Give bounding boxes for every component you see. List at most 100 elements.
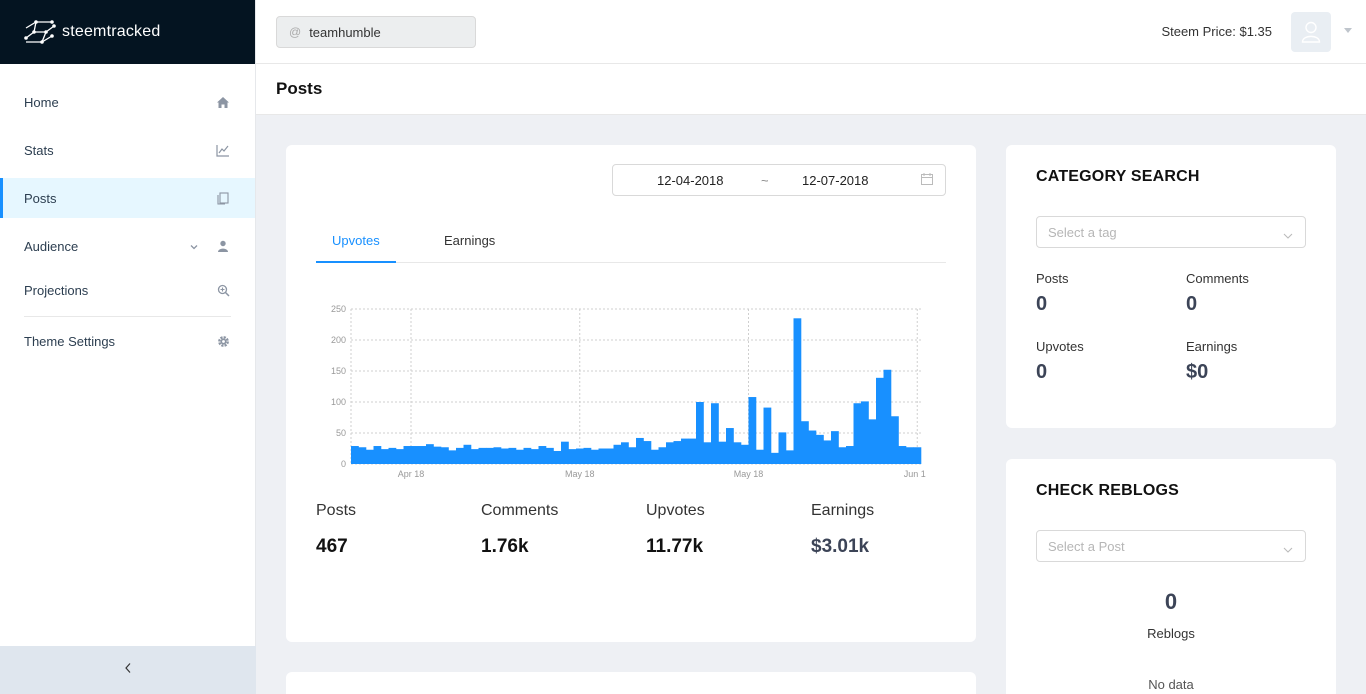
- chart-bar[interactable]: [546, 447, 554, 464]
- chart-bar[interactable]: [891, 416, 899, 464]
- chart-bar[interactable]: [861, 401, 869, 464]
- category-stat-comments: Comments 0: [1186, 271, 1249, 316]
- chart-bar[interactable]: [583, 447, 592, 464]
- chart-bar[interactable]: [898, 446, 907, 464]
- sidebar-item-posts[interactable]: Posts: [0, 178, 255, 218]
- date-end[interactable]: 12-07-2018: [802, 173, 869, 188]
- chart-bar[interactable]: [636, 437, 644, 464]
- logo-bar[interactable]: steemtracked: [0, 0, 255, 64]
- chart-bar[interactable]: [838, 447, 847, 464]
- chart-bar[interactable]: [846, 446, 854, 464]
- chart-bar[interactable]: [651, 449, 659, 464]
- line-chart-icon: [215, 142, 231, 158]
- chart-bar[interactable]: [748, 397, 757, 464]
- chart-bar[interactable]: [801, 421, 809, 464]
- date-range-picker[interactable]: 12-04-2018 ~ 12-07-2018: [612, 164, 946, 196]
- chart-bar[interactable]: [508, 447, 517, 464]
- chart-bar[interactable]: [823, 440, 832, 464]
- chart-bar[interactable]: [621, 442, 629, 464]
- chart-bar[interactable]: [816, 434, 824, 464]
- sidebar-item-audience[interactable]: Audience: [0, 222, 255, 270]
- chart-bar[interactable]: [913, 447, 922, 464]
- chart-bar[interactable]: [613, 444, 622, 464]
- chart-bar[interactable]: [741, 444, 749, 464]
- chart-bar[interactable]: [456, 447, 464, 464]
- chart-bar[interactable]: [628, 447, 637, 464]
- chart-bar[interactable]: [883, 369, 892, 464]
- chart-bar[interactable]: [591, 449, 599, 464]
- chart-bar[interactable]: [531, 449, 539, 464]
- chart-bar[interactable]: [606, 448, 614, 465]
- chart-bar[interactable]: [471, 449, 479, 464]
- chart-bar[interactable]: [733, 442, 742, 464]
- chart-bar[interactable]: [598, 448, 607, 465]
- chart-bar[interactable]: [433, 446, 442, 464]
- sidebar-item-stats[interactable]: Stats: [0, 126, 255, 174]
- date-start[interactable]: 12-04-2018: [657, 173, 724, 188]
- chart-bar[interactable]: [478, 447, 487, 464]
- chart-bar[interactable]: [441, 447, 449, 464]
- sidebar-item-home[interactable]: Home: [0, 78, 255, 126]
- tab-earnings[interactable]: Earnings: [444, 233, 496, 248]
- chart-bar[interactable]: [681, 438, 689, 464]
- tab-upvotes[interactable]: Upvotes: [332, 233, 380, 248]
- sidebar-collapse-button[interactable]: [0, 646, 256, 694]
- chart-bar[interactable]: [876, 377, 884, 464]
- chart-bar[interactable]: [501, 448, 509, 465]
- chart-bar[interactable]: [538, 446, 547, 464]
- chart-bar[interactable]: [673, 441, 682, 464]
- chart-bar[interactable]: [366, 449, 374, 464]
- chart-bar[interactable]: [666, 442, 674, 464]
- chart-bar[interactable]: [561, 441, 569, 464]
- sidebar: steemtracked Home Stats Posts Audience: [0, 0, 256, 694]
- chart-bar[interactable]: [688, 438, 697, 464]
- chart-bar[interactable]: [396, 449, 404, 464]
- chart-bar[interactable]: [418, 446, 427, 464]
- chart-bar[interactable]: [403, 446, 412, 464]
- chart-bar[interactable]: [486, 447, 494, 464]
- sidebar-item-projections[interactable]: Projections: [0, 270, 255, 310]
- chart-bar[interactable]: [696, 402, 704, 464]
- chart-bar[interactable]: [703, 442, 712, 464]
- chart-bar[interactable]: [643, 441, 652, 464]
- chart-bar[interactable]: [658, 447, 667, 464]
- chart-bar[interactable]: [351, 446, 359, 464]
- chart-bar[interactable]: [426, 444, 434, 464]
- chart-bar[interactable]: [793, 318, 802, 464]
- logo-icon: [24, 20, 56, 44]
- chart-bar[interactable]: [778, 432, 787, 464]
- chart-bar[interactable]: [711, 403, 719, 464]
- chart-bar[interactable]: [493, 447, 502, 464]
- chart-bar[interactable]: [726, 428, 734, 464]
- post-select[interactable]: Select a Post: [1036, 530, 1306, 562]
- chart-bar[interactable]: [553, 450, 562, 464]
- username-input[interactable]: @ teamhumble: [276, 16, 476, 48]
- chart-bar[interactable]: [411, 446, 419, 464]
- chart-bar[interactable]: [831, 431, 839, 464]
- chart-bar[interactable]: [448, 450, 457, 464]
- chart-bar[interactable]: [906, 447, 914, 464]
- tag-select[interactable]: Select a tag: [1036, 216, 1306, 248]
- sidebar-item-label: Home: [24, 94, 59, 110]
- chart-bar[interactable]: [381, 449, 389, 464]
- avatar[interactable]: [1291, 12, 1331, 52]
- chart-bar[interactable]: [516, 449, 524, 464]
- chart-bar[interactable]: [576, 448, 584, 465]
- sidebar-item-theme-settings[interactable]: Theme Settings: [0, 323, 255, 359]
- chart-bar[interactable]: [868, 419, 877, 464]
- chart-bar[interactable]: [763, 407, 772, 464]
- gear-icon: [215, 333, 231, 349]
- chart-bar[interactable]: [523, 447, 532, 464]
- chart-bar[interactable]: [373, 446, 382, 464]
- chart-bar[interactable]: [771, 452, 779, 464]
- chart-bar[interactable]: [756, 449, 764, 464]
- chart-bar[interactable]: [568, 449, 577, 464]
- chart-bar[interactable]: [786, 450, 794, 464]
- chart-bar[interactable]: [358, 447, 367, 464]
- chart-bar[interactable]: [808, 430, 817, 464]
- chart-bar[interactable]: [463, 444, 472, 464]
- caret-down-icon[interactable]: [1344, 28, 1352, 33]
- chart-bar[interactable]: [388, 447, 397, 464]
- chart-bar[interactable]: [853, 403, 862, 464]
- chart-bar[interactable]: [718, 441, 727, 464]
